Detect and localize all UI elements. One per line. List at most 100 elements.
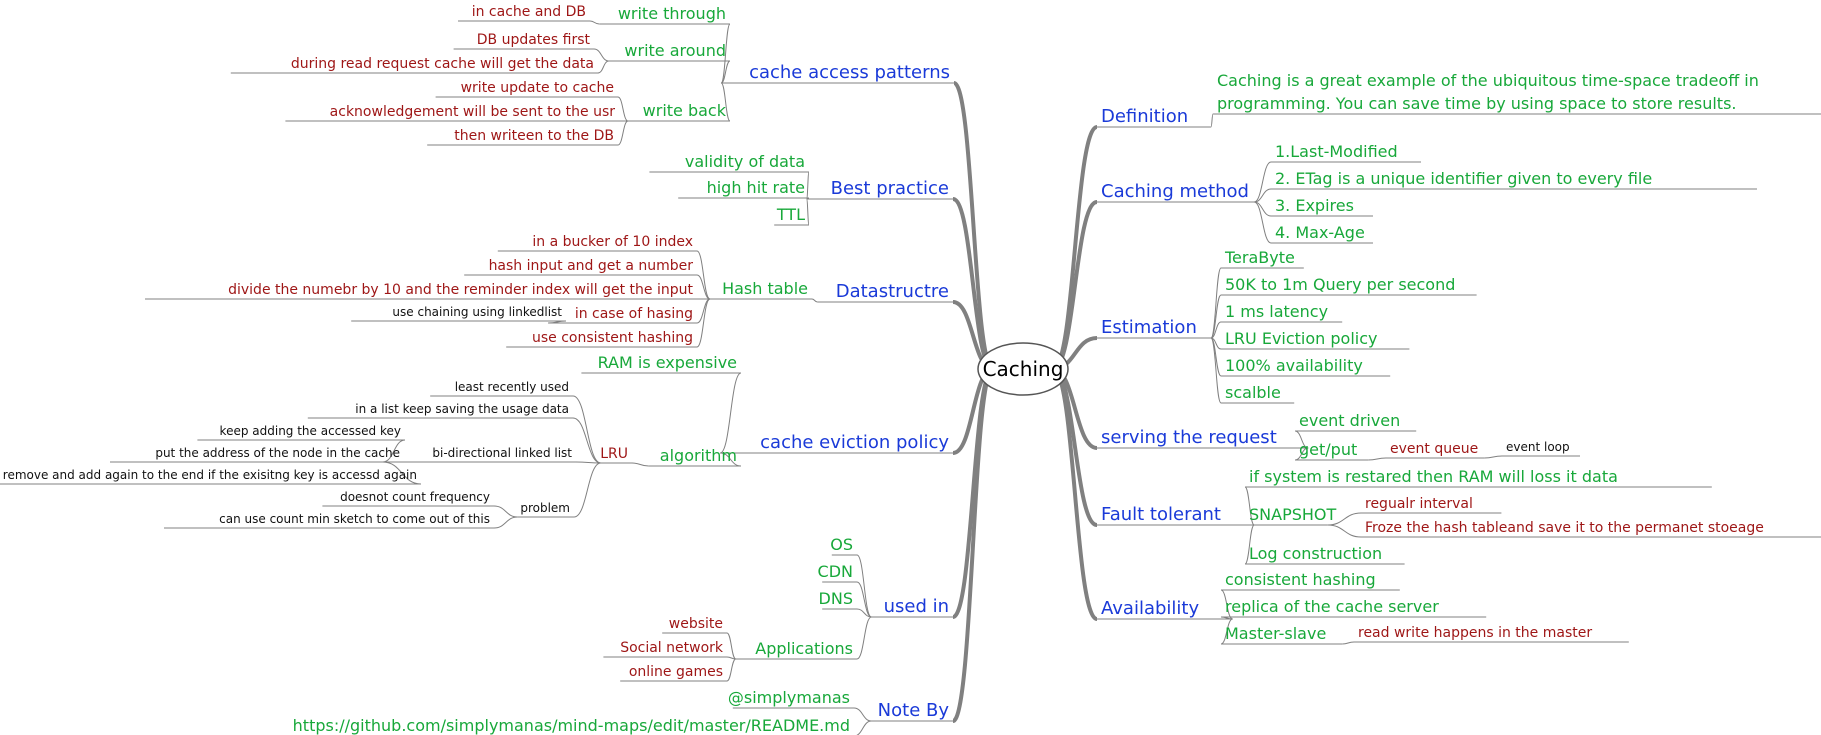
node-2-etag-is-a-unique-identifier-given-to-e[interactable]: 2. ETag is a unique identifier given to …: [1275, 169, 1652, 188]
node-lru[interactable]: LRU: [600, 446, 628, 462]
node-ttl[interactable]: TTL: [776, 205, 805, 224]
node-consistent-hashing[interactable]: consistent hashing: [1225, 570, 1376, 589]
node-put-the-address-of-the-node-in-the-cache[interactable]: put the address of the node in the cache: [155, 446, 400, 460]
edge-website: [726, 632, 737, 660]
node-50k-to-1m-query-per-second[interactable]: 50K to 1m Query per second: [1225, 275, 1455, 294]
node-hash-table[interactable]: Hash table: [722, 279, 808, 298]
edge-caching-is-a-great-example-of-the-ubiqui: [1210, 113, 1214, 128]
node-algorithm[interactable]: algorithm: [660, 446, 737, 465]
node-scalble[interactable]: scalble: [1225, 383, 1281, 402]
edge-write-back: [720, 82, 731, 122]
node-high-hit-rate[interactable]: high hit rate: [707, 178, 805, 197]
node-write-back[interactable]: write back: [643, 101, 727, 120]
node-keep-adding-the-accessed-key[interactable]: keep adding the accessed key: [220, 424, 401, 438]
node-then-writeen-to-the-db[interactable]: then writeen to the DB: [454, 128, 614, 144]
edge-doesnot-count-frequency: [493, 505, 518, 518]
edge-regualr-interval: [1327, 512, 1362, 526]
node-divide-the-numebr-by-10-and-the-reminder[interactable]: divide the numebr by 10 and the reminder…: [228, 282, 693, 298]
node-write-through[interactable]: write through: [618, 4, 726, 23]
node-get-put[interactable]: get/put: [1299, 440, 1357, 459]
node-fault-tolerant[interactable]: Fault tolerant: [1101, 504, 1221, 525]
node-used-in[interactable]: used in: [884, 596, 949, 617]
node-in-a-bucker-of-10-index[interactable]: in a bucker of 10 index: [532, 234, 693, 250]
node-during-read-request-cache-will-get-the-d[interactable]: during read request cache will get the d…: [291, 56, 594, 72]
node-best-practice[interactable]: Best practice: [831, 178, 949, 199]
edge-write-update-to-cache: [617, 96, 629, 122]
node-snapshot[interactable]: SNAPSHOT: [1249, 505, 1337, 524]
node-caching-method[interactable]: Caching method: [1101, 181, 1249, 202]
definition-text-line2[interactable]: programming. You can save time by using …: [1217, 94, 1737, 113]
node-dns[interactable]: DNS: [819, 589, 853, 608]
node-least-recently-used[interactable]: least recently used: [455, 380, 569, 394]
node-event-loop[interactable]: event loop: [1506, 440, 1570, 454]
node-cdn[interactable]: CDN: [818, 562, 853, 581]
edge-os: [856, 554, 872, 618]
root-node-ellipse: [977, 342, 1069, 396]
edge-use-consistent-hashing: [696, 298, 711, 348]
node-read-write-happens-in-the-master[interactable]: read write happens in the master: [1358, 625, 1592, 641]
edge-in-a-list-keep-saving-the-usage-data: [572, 417, 601, 464]
node-https-github-com-simplymanas-mind-maps-e[interactable]: https://github.com/simplymanas/mind-maps…: [293, 716, 850, 735]
node-in-case-of-hasing[interactable]: in case of hasing: [575, 306, 693, 322]
node-in-a-list-keep-saving-the-usage-data[interactable]: in a list keep saving the usage data: [355, 402, 569, 416]
node-availability[interactable]: Availability: [1101, 598, 1199, 619]
node-froze-the-hash-tableand-save-it-to-the-p[interactable]: Froze the hash tableand save it to the p…: [1365, 520, 1764, 536]
node-hash-input-and-get-a-number[interactable]: hash input and get a number: [489, 258, 694, 274]
node-note-by[interactable]: Note By: [878, 700, 950, 721]
edge-write-around: [720, 60, 731, 84]
node-definition[interactable]: Definition: [1101, 106, 1188, 127]
node-db-updates-first[interactable]: DB updates first: [477, 32, 591, 48]
node-1-last-modified[interactable]: 1.Last-Modified: [1275, 142, 1398, 161]
node-lru-eviction-policy[interactable]: LRU Eviction policy: [1225, 329, 1377, 348]
node-problem[interactable]: problem: [520, 501, 570, 515]
node-3-expires[interactable]: 3. Expires: [1275, 196, 1354, 215]
edge-event-loop: [1484, 455, 1503, 459]
node-serving-the-request[interactable]: serving the request: [1101, 427, 1277, 448]
node-if-system-is-restared-then-ram-will-loss[interactable]: if system is restared then RAM will loss…: [1249, 467, 1618, 486]
root-node[interactable]: Caching: [977, 342, 1069, 396]
node-1-ms-latency[interactable]: 1 ms latency: [1225, 302, 1328, 321]
node-use-consistent-hashing[interactable]: use consistent hashing: [532, 330, 693, 346]
node-100-availability[interactable]: 100% availability: [1225, 356, 1363, 375]
node-event-driven[interactable]: event driven: [1299, 411, 1400, 430]
node-validity-of-data[interactable]: validity of data: [685, 152, 805, 171]
node-os[interactable]: OS: [830, 535, 853, 554]
edge-validity-of-data: [806, 171, 810, 200]
node-use-chaining-using-linkedlist[interactable]: use chaining using linkedlist: [392, 305, 562, 319]
node-can-use-count-min-sketch-to-come-out-of-[interactable]: can use count min sketch to come out of …: [219, 512, 490, 526]
edge-problem: [573, 462, 601, 518]
node-remove-and-add-again-to-the-end-if-the-e[interactable]: remove and add again to the end if the e…: [3, 468, 417, 482]
node-doesnot-count-frequency[interactable]: doesnot count frequency: [340, 490, 490, 504]
node-4-max-age[interactable]: 4. Max-Age: [1275, 223, 1365, 242]
node-social-network[interactable]: Social network: [620, 640, 724, 656]
node-terabyte[interactable]: TeraByte: [1224, 248, 1295, 267]
node-write-update-to-cache[interactable]: write update to cache: [461, 80, 614, 96]
node-online-games[interactable]: online games: [629, 664, 723, 680]
node-cache-access-patterns[interactable]: cache access patterns: [749, 62, 950, 83]
node-acknowledgement-will-be-sent-to-the-usr[interactable]: acknowledgement will be sent to the usr: [330, 104, 616, 120]
definition-text-line1[interactable]: Caching is a great example of the ubiqui…: [1217, 71, 1759, 90]
edge-cdn: [856, 581, 872, 618]
edge-1-ms-latency: [1210, 321, 1222, 339]
edge-db-updates-first: [593, 48, 609, 62]
node-replica-of-the-cache-server[interactable]: replica of the cache server: [1225, 597, 1439, 616]
edge-scalble: [1210, 337, 1222, 404]
node-master-slave[interactable]: Master-slave: [1225, 624, 1326, 643]
node-write-around[interactable]: write around: [624, 41, 726, 60]
node-cache-eviction-policy[interactable]: cache eviction policy: [760, 432, 949, 453]
node-event-queue[interactable]: event queue: [1390, 441, 1478, 457]
edge-note-by: [951, 367, 995, 723]
node-log-construction[interactable]: Log construction: [1249, 544, 1382, 563]
edge-event-queue: [1368, 457, 1387, 461]
node-datastructre[interactable]: Datastructre: [836, 281, 949, 302]
node-regualr-interval[interactable]: regualr interval: [1365, 496, 1473, 512]
node-website[interactable]: website: [669, 616, 723, 632]
edge-in-a-bucker-of-10-index: [696, 250, 711, 300]
node-simplymanas[interactable]: @simplymanas: [728, 688, 850, 707]
node-bi-directional-linked-list[interactable]: bi-directional linked list: [432, 446, 572, 460]
edge-remove-and-add-again-to-the-end-if-the-e: [382, 461, 422, 485]
node-applications[interactable]: Applications: [755, 639, 853, 658]
node-in-cache-and-db[interactable]: in cache and DB: [472, 4, 586, 20]
node-estimation[interactable]: Estimation: [1101, 317, 1197, 338]
node-ram-is-expensive[interactable]: RAM is expensive: [598, 353, 737, 372]
